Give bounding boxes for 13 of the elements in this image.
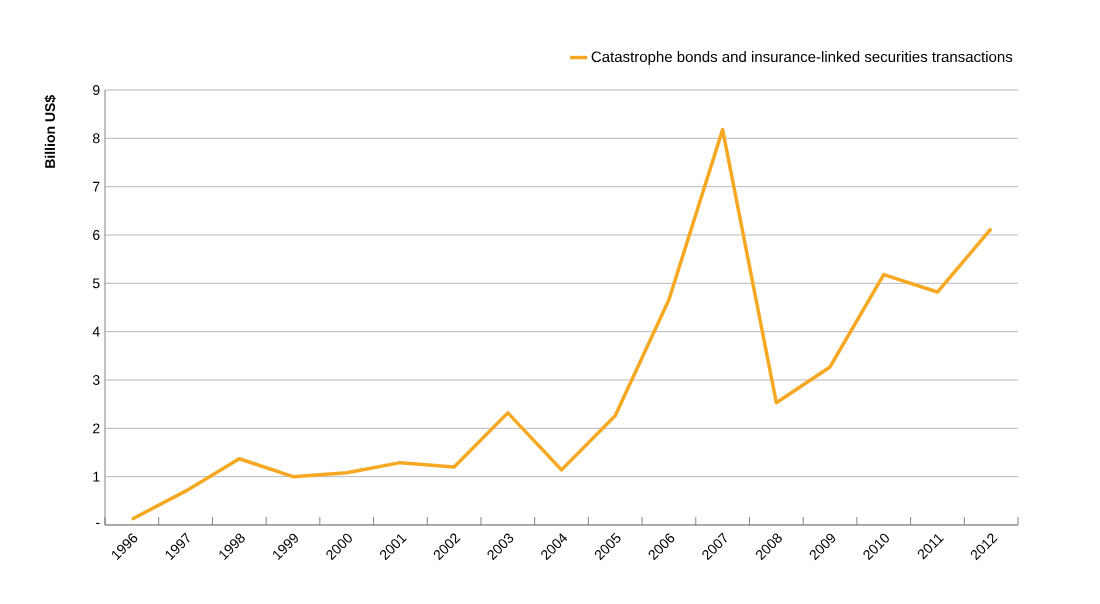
legend-label: Catastrophe bonds and insurance-linked securities transactions xyxy=(591,51,1013,66)
y-tick-label: 4 xyxy=(92,326,100,337)
y-tick-label: 7 xyxy=(93,181,100,192)
y-tick-label: 9 xyxy=(93,85,100,95)
line-series xyxy=(130,127,993,521)
y-tick-label: 6 xyxy=(93,230,100,240)
y-tick-label: - xyxy=(96,522,100,524)
y-tick-label: 2 xyxy=(93,423,100,434)
y-axis-title: Billion US$ xyxy=(44,95,56,168)
y-tick-label: 5 xyxy=(92,278,100,289)
y-tick-label: 8 xyxy=(92,133,100,144)
y-tick-label: 1 xyxy=(93,471,100,482)
y-tick-label: 3 xyxy=(92,375,100,385)
